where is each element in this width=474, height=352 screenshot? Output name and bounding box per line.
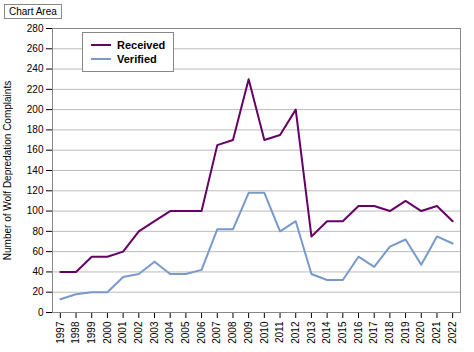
svg-text:2016: 2016 bbox=[353, 321, 364, 344]
svg-text:2007: 2007 bbox=[211, 321, 222, 344]
svg-text:0: 0 bbox=[38, 307, 44, 318]
svg-text:2020: 2020 bbox=[415, 321, 426, 344]
svg-text:2022: 2022 bbox=[447, 321, 458, 344]
svg-text:40: 40 bbox=[32, 266, 44, 277]
svg-text:160: 160 bbox=[27, 144, 44, 155]
svg-text:280: 280 bbox=[27, 23, 44, 34]
svg-text:2011: 2011 bbox=[274, 321, 285, 343]
svg-text:20: 20 bbox=[32, 286, 44, 297]
svg-text:2010: 2010 bbox=[259, 321, 270, 344]
html-text:Received: Received bbox=[117, 39, 166, 51]
svg-text:240: 240 bbox=[27, 63, 44, 74]
svg-text:2019: 2019 bbox=[400, 321, 411, 344]
svg-text:2015: 2015 bbox=[337, 321, 348, 344]
svg-text:2002: 2002 bbox=[133, 321, 144, 344]
svg-text:2000: 2000 bbox=[102, 321, 113, 344]
svg-text:Number of Wolf Depredation Com: Number of Wolf Depredation Complaints bbox=[2, 81, 13, 260]
svg-text:260: 260 bbox=[27, 43, 44, 54]
svg-text:220: 220 bbox=[27, 84, 44, 95]
html-text:Verified: Verified bbox=[117, 53, 157, 65]
svg-text:2005: 2005 bbox=[180, 321, 191, 344]
svg-text:2006: 2006 bbox=[196, 321, 207, 344]
svg-text:2013: 2013 bbox=[306, 321, 317, 344]
svg-text:2001: 2001 bbox=[117, 321, 128, 344]
html-text:Chart Area: Chart Area bbox=[9, 6, 57, 17]
svg-text:2012: 2012 bbox=[290, 321, 301, 344]
svg-text:2008: 2008 bbox=[227, 321, 238, 344]
svg-text:2014: 2014 bbox=[321, 321, 332, 344]
svg-text:1997: 1997 bbox=[55, 321, 66, 344]
svg-text:2009: 2009 bbox=[243, 321, 254, 344]
svg-text:2018: 2018 bbox=[384, 321, 395, 344]
svg-text:2021: 2021 bbox=[431, 321, 442, 344]
svg-text:200: 200 bbox=[27, 104, 44, 115]
svg-text:80: 80 bbox=[32, 226, 44, 237]
svg-text:120: 120 bbox=[27, 185, 44, 196]
svg-text:2004: 2004 bbox=[164, 321, 175, 344]
svg-text:1998: 1998 bbox=[70, 321, 81, 344]
svg-text:180: 180 bbox=[27, 124, 44, 135]
svg-text:60: 60 bbox=[32, 246, 44, 257]
svg-text:2017: 2017 bbox=[368, 321, 379, 344]
svg-text:140: 140 bbox=[27, 165, 44, 176]
svg-text:100: 100 bbox=[27, 205, 44, 216]
svg-text:2003: 2003 bbox=[149, 321, 160, 344]
svg-text:1999: 1999 bbox=[86, 321, 97, 344]
